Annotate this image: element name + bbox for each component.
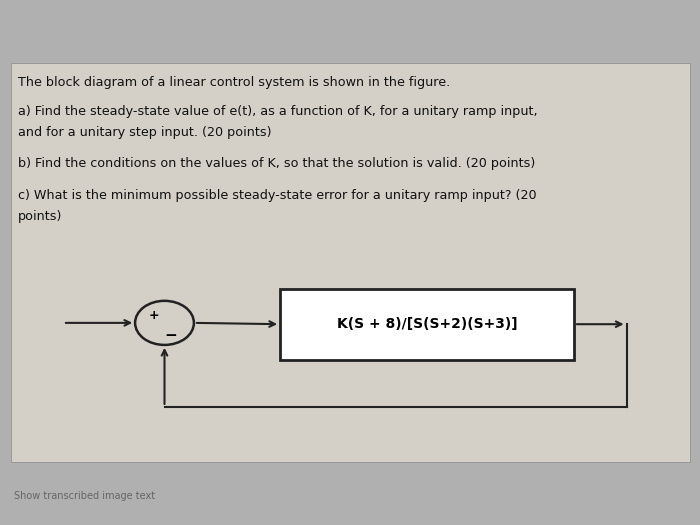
Text: a) Find the steady-state value of e(t), as a function of K, for a unitary ramp i: a) Find the steady-state value of e(t), … [18, 105, 537, 118]
Text: +: + [149, 309, 160, 322]
Bar [280, 289, 574, 360]
Circle shape [135, 301, 194, 345]
Text: The block diagram of a linear control system is shown in the figure.: The block diagram of a linear control sy… [18, 76, 449, 89]
Text: Show transcribed image text: Show transcribed image text [14, 491, 155, 501]
Text: −: − [164, 328, 177, 342]
Text: points): points) [18, 210, 62, 223]
Text: and for a unitary step input. (20 points): and for a unitary step input. (20 points… [18, 126, 271, 139]
Text: c) What is the minimum possible steady-state error for a unitary ramp input? (20: c) What is the minimum possible steady-s… [18, 189, 536, 202]
Text: b) Find the conditions on the values of K, so that the solution is valid. (20 po: b) Find the conditions on the values of … [18, 158, 535, 171]
Text: K(S + 8)/[S(S+2)(S+3)]: K(S + 8)/[S(S+2)(S+3)] [337, 317, 517, 331]
Bar [10, 63, 690, 462]
